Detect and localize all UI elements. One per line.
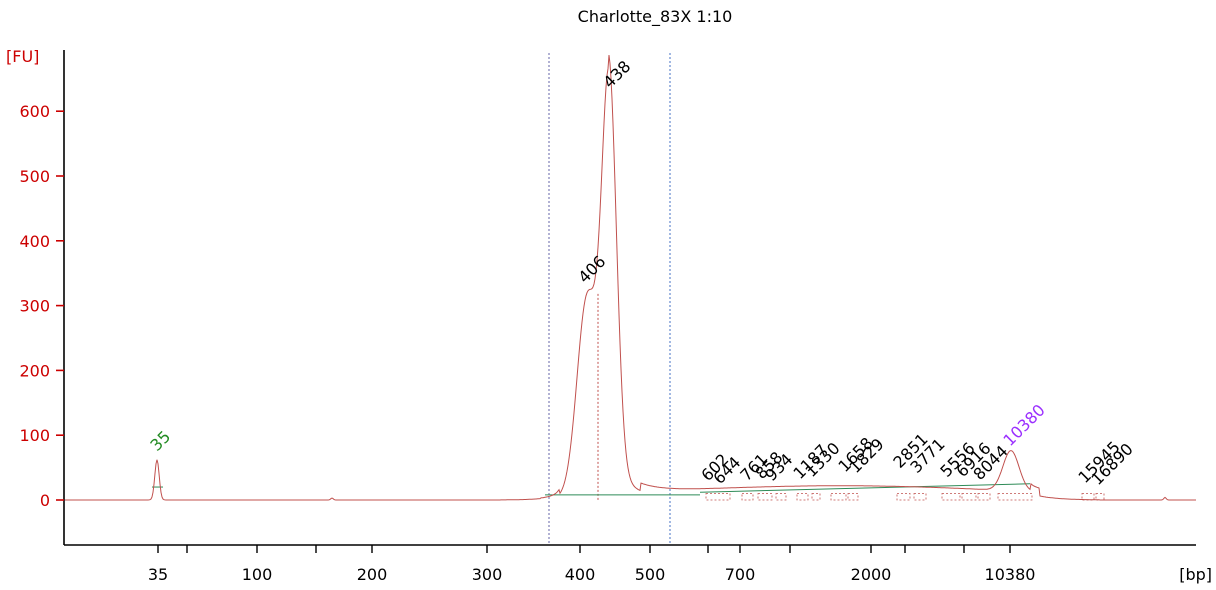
smear-baseline bbox=[699, 483, 1031, 493]
integration-region bbox=[796, 493, 809, 501]
integration-region bbox=[913, 493, 927, 501]
y-tick-label: 400 bbox=[19, 232, 50, 251]
peak-label: 438 bbox=[599, 57, 634, 92]
x-tick-label: 10380 bbox=[985, 565, 1036, 584]
integration-region bbox=[1081, 493, 1095, 501]
integration-region bbox=[941, 493, 961, 501]
y-tick-label: 300 bbox=[19, 297, 50, 316]
x-tick-label: 35 bbox=[148, 565, 168, 584]
integration-region bbox=[977, 493, 991, 501]
x-tick-label: 2000 bbox=[851, 565, 892, 584]
integration-region bbox=[705, 493, 731, 501]
integration-region bbox=[847, 493, 859, 501]
integration-region bbox=[775, 493, 787, 501]
peak-label: 35 bbox=[146, 427, 174, 455]
integration-region bbox=[811, 493, 821, 501]
peak-label: 406 bbox=[574, 252, 609, 287]
x-tick-label: 300 bbox=[472, 565, 503, 584]
y-tick-label: 200 bbox=[19, 361, 50, 380]
peak-label: 10380 bbox=[999, 400, 1048, 449]
axes-layer bbox=[63, 50, 1196, 546]
y-tick-label: 600 bbox=[19, 102, 50, 121]
y-tick-label: 0 bbox=[40, 491, 50, 510]
region-layer bbox=[152, 53, 1105, 545]
chart-title: Charlotte_83X 1:10 bbox=[578, 7, 733, 27]
integration-region bbox=[961, 493, 977, 501]
x-axis-label: [bp] bbox=[1179, 565, 1212, 584]
x-tick-label: 400 bbox=[565, 565, 596, 584]
x-tick-label: 500 bbox=[635, 565, 666, 584]
y-tick-label: 100 bbox=[19, 426, 50, 445]
y-axis-label: [FU] bbox=[6, 47, 39, 66]
electropherogram-trace bbox=[65, 54, 1196, 501]
x-tick-label: 700 bbox=[725, 565, 756, 584]
y-tick-label: 500 bbox=[19, 167, 50, 186]
trace-layer bbox=[65, 54, 1196, 501]
x-tick-label: 200 bbox=[357, 565, 388, 584]
integration-region bbox=[757, 493, 773, 501]
integration-region bbox=[997, 493, 1033, 501]
integration-region bbox=[830, 493, 847, 501]
x-tick-layer: 35 100 200 300 400 500 700 2000 10380 bbox=[148, 545, 1036, 584]
integration-region bbox=[896, 493, 911, 501]
integration-region bbox=[741, 493, 754, 501]
y-tick-layer: 0 100 200 300 400 500 600 bbox=[19, 102, 64, 510]
x-tick-label: 100 bbox=[242, 565, 273, 584]
peak-label: 1829 bbox=[845, 435, 887, 477]
integration-region bbox=[1095, 493, 1105, 501]
